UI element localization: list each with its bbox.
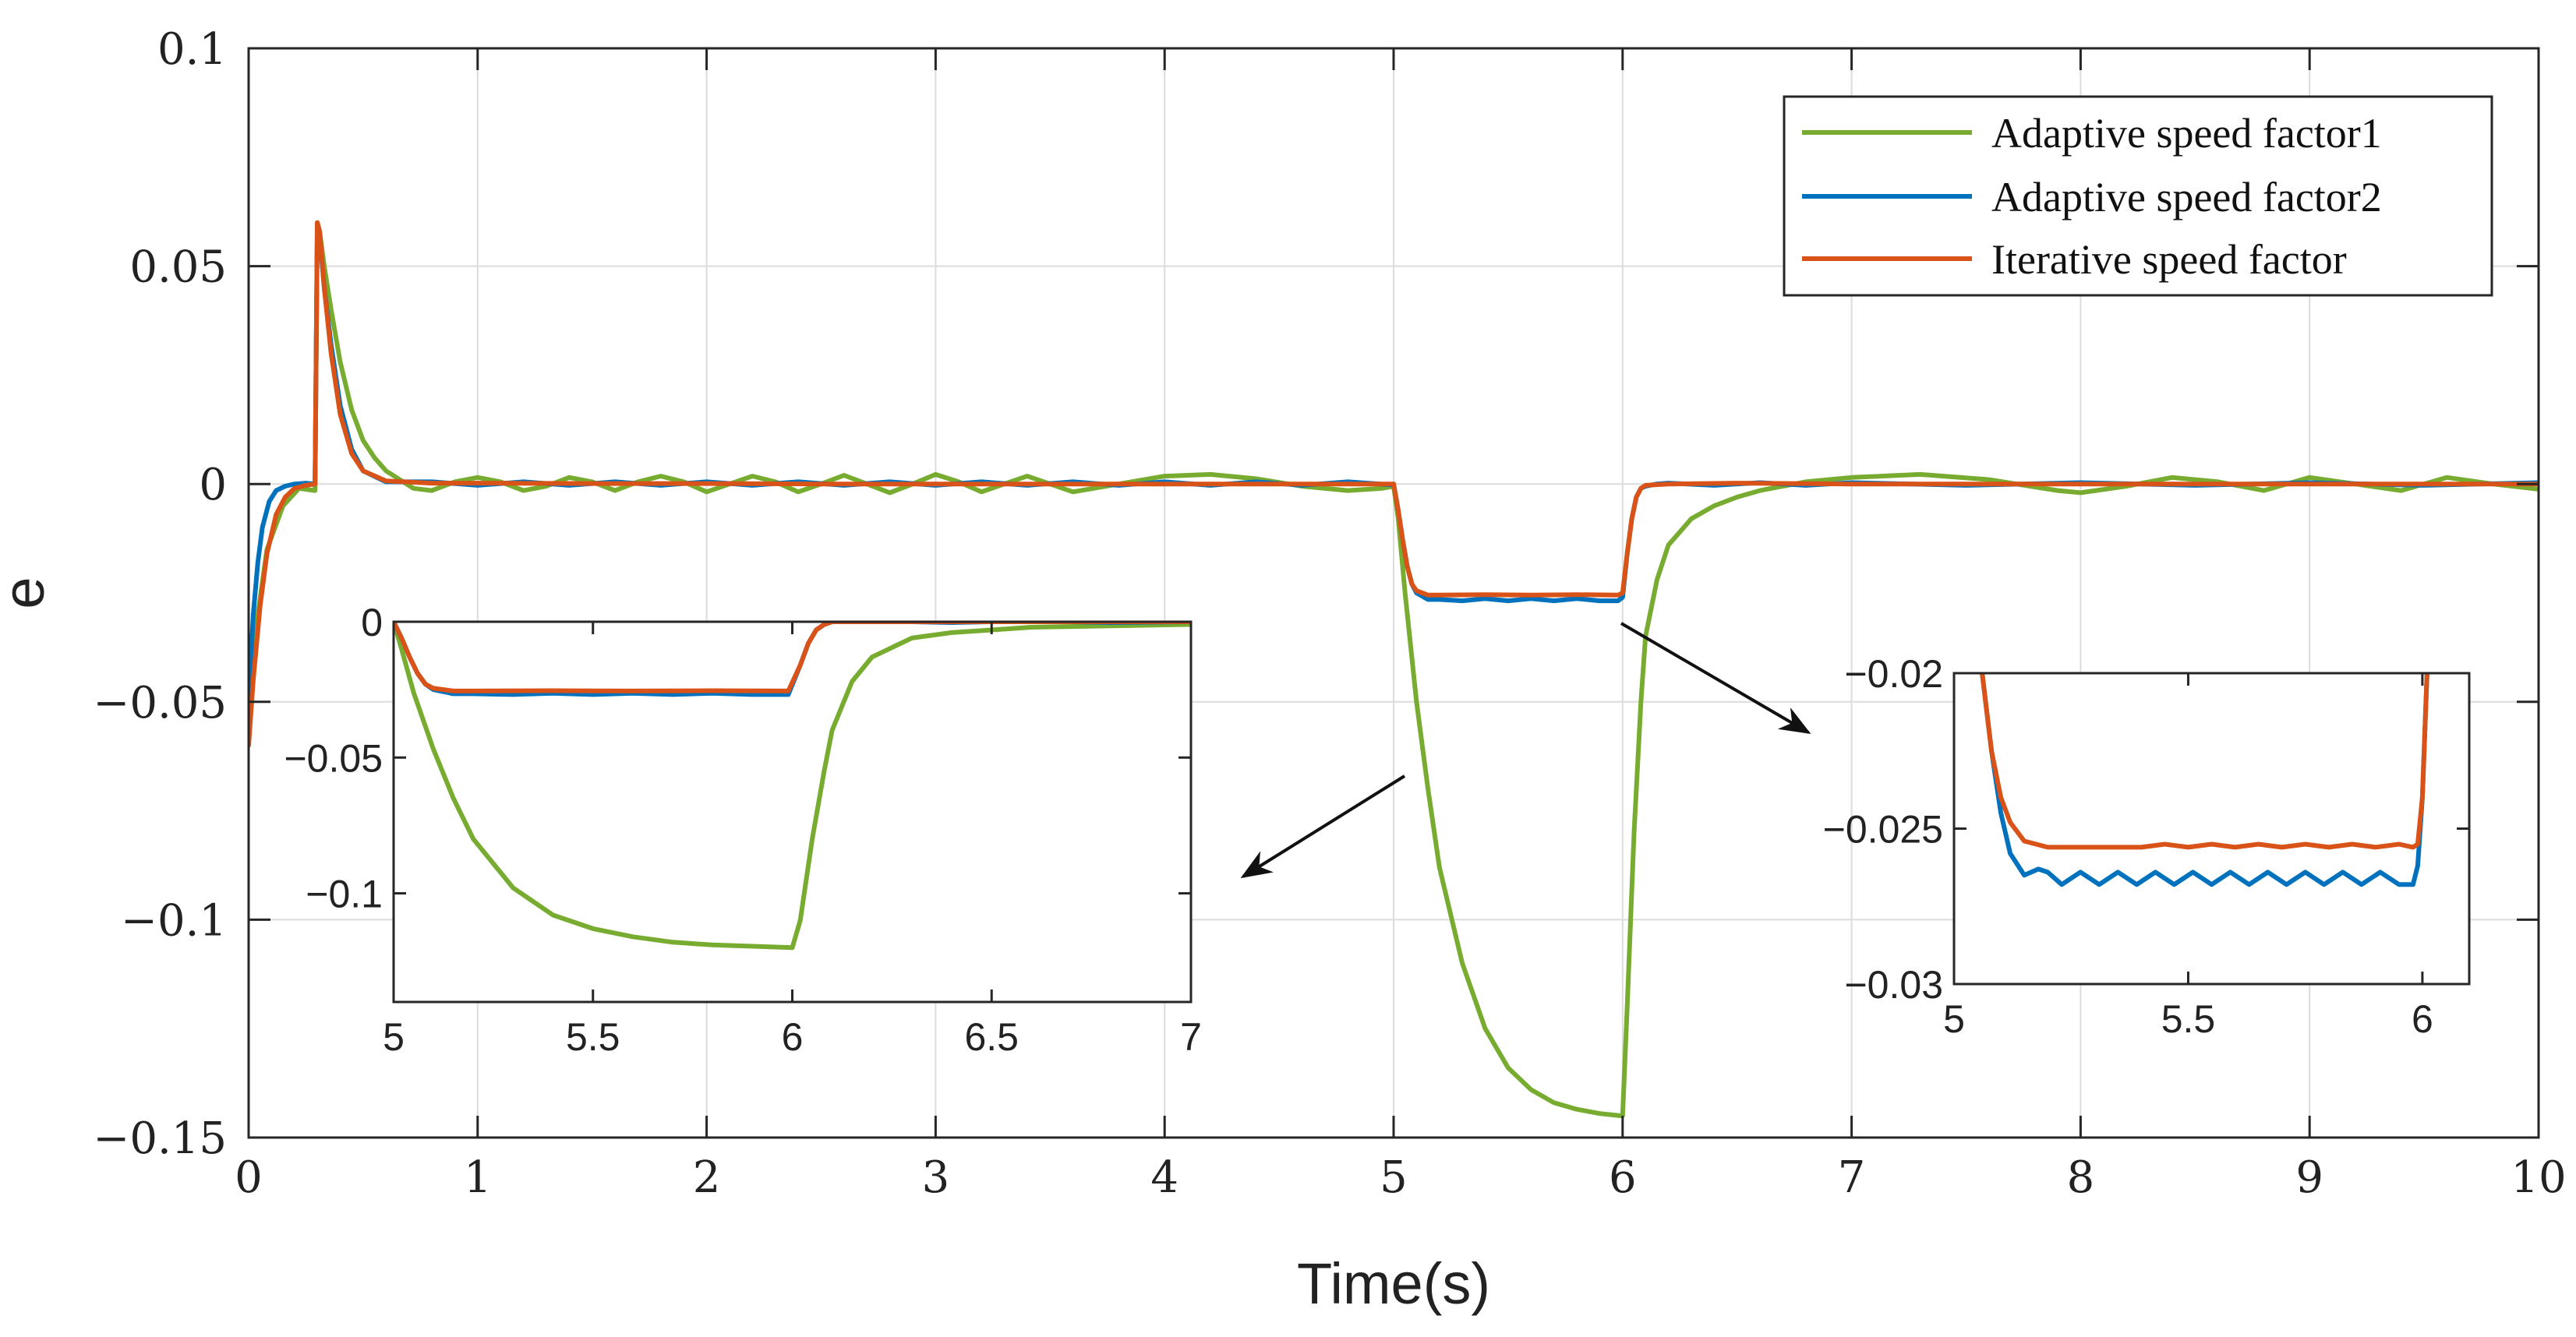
inset-left-plot: 5 5.5 6 6.5 7 0 −0.05 −0.1: [284, 601, 1201, 1059]
inset-right-background: [1954, 673, 2469, 984]
inset-right-y-tick-label: −0.02: [1844, 652, 1943, 696]
main-x-tick-label: 6: [1609, 1152, 1637, 1203]
main-y-tick-label: 0.1: [157, 24, 227, 75]
main-x-tick-label: 7: [1838, 1152, 1866, 1203]
inset-left-x-tick-label: 5: [383, 1015, 405, 1059]
main-x-tick-label: 3: [922, 1152, 950, 1203]
main-series-iterative-speed-factor: [249, 220, 2539, 748]
inset-right-series-iterative-speed-factor: [1980, 673, 2429, 850]
inset-right-y-tick-label: −0.03: [1844, 963, 1943, 1007]
inset-left-x-tick-label: 6: [782, 1015, 804, 1059]
inset-left-y-tick-label: −0.05: [284, 736, 383, 780]
y-axis-label: e: [0, 577, 56, 609]
inset-left-x-tick-label: 7: [1180, 1015, 1202, 1059]
main-series-group: [249, 220, 2539, 1118]
main-y-tick-labels: 0.1 0.05 0 −0.05 −0.1 −0.15: [93, 24, 227, 1164]
inset-right-ticks: [1952, 672, 2469, 986]
main-x-tick-label: 9: [2295, 1152, 2323, 1203]
main-y-tick-label: −0.15: [93, 1113, 227, 1164]
main-x-tick-label: 0: [235, 1152, 263, 1203]
legend: Adaptive speed factor1 Adaptive speed fa…: [1783, 95, 2493, 297]
main-x-tick-label: 8: [2067, 1152, 2095, 1203]
inset-left-y-tick-label: −0.1: [306, 873, 383, 916]
inset-left-series-adaptive-speed-factor1: [394, 622, 1191, 951]
inset-right-y-tick-labels: −0.02 −0.025 −0.03: [1823, 652, 1943, 1007]
main-x-tick-label: 10: [2511, 1152, 2566, 1203]
inset-right-series-group: [1980, 673, 2429, 887]
x-axis-label: Time(s): [1297, 1251, 1490, 1316]
inset-left-x-tick-label: 6.5: [964, 1015, 1019, 1059]
zoom-arrow-right: [1620, 622, 1811, 735]
inset-left-x-tick-label: 5.5: [566, 1015, 620, 1059]
main-y-tick-label: 0.05: [129, 242, 227, 293]
main-x-tick-label: 1: [464, 1152, 492, 1203]
inset-right-x-tick-labels: 5 5.5 6: [1943, 997, 2433, 1041]
main-ticks: [247, 47, 2540, 1139]
main-x-tick-label: 2: [693, 1152, 721, 1203]
main-y-tick-label: −0.1: [121, 895, 227, 946]
inset-left-x-tick-labels: 5 5.5 6 6.5 7: [383, 1015, 1202, 1059]
inset-left-ticks: [392, 620, 1193, 1002]
main-x-tick-labels: 0 1 2 3 4 5 6 7 8 9 10: [235, 1152, 2566, 1203]
inset-left-y-tick-labels: 0 −0.05 −0.1: [284, 601, 383, 916]
legend-label-iterative: Iterative speed factor: [1991, 236, 2347, 283]
inset-right-x-tick-label: 5.5: [2161, 997, 2216, 1041]
inset-right-x-tick-label: 5: [1943, 997, 1965, 1041]
inset-right-y-tick-label: −0.025: [1823, 808, 1943, 852]
main-y-tick-label: 0: [199, 460, 227, 510]
legend-label-adaptive-2: Adaptive speed factor2: [1991, 174, 2382, 220]
inset-right-x-tick-label: 6: [2412, 997, 2433, 1041]
legend-label-adaptive-1: Adaptive speed factor1: [1991, 110, 2382, 157]
zoom-arrow-left: [1240, 774, 1406, 879]
main-x-tick-label: 4: [1150, 1152, 1178, 1203]
main-y-tick-label: −0.05: [93, 678, 227, 728]
inset-right-series-adaptive-speed-factor2: [1980, 673, 2429, 887]
main-x-tick-label: 5: [1380, 1152, 1408, 1203]
inset-left-y-tick-label: 0: [361, 601, 383, 644]
inset-right-plot: 5 5.5 6 −0.02−0.025−0.03: [1823, 652, 2471, 1041]
